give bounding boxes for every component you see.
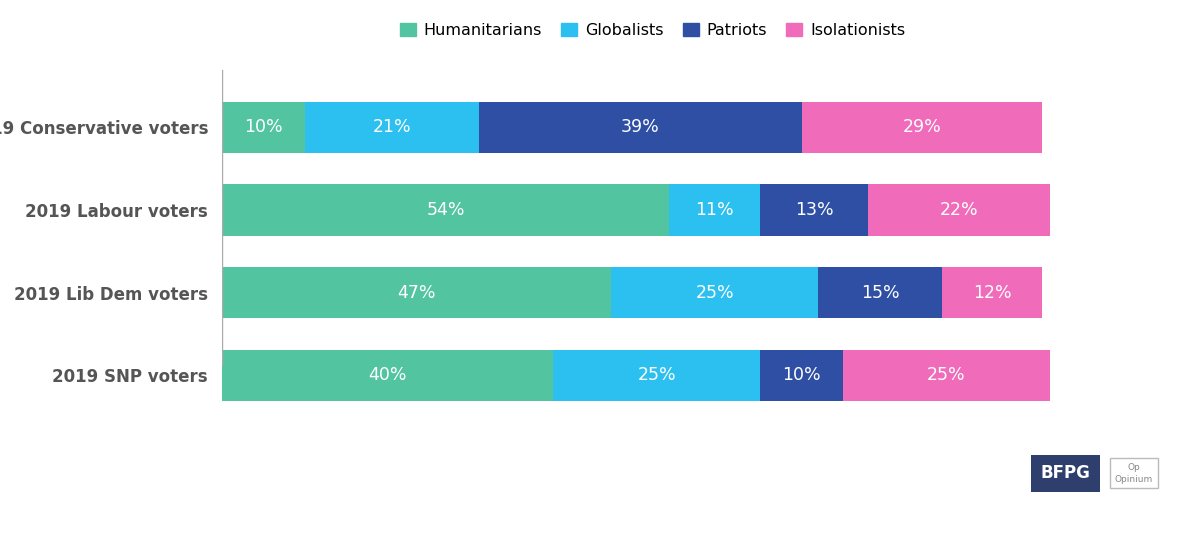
Bar (222, 102, 305, 153)
Text: 10%: 10% (782, 366, 821, 385)
Text: 21%: 21% (372, 118, 412, 136)
Text: 15%: 15% (860, 284, 900, 302)
Bar (479, 102, 802, 153)
Bar (761, 350, 842, 401)
Text: 10%: 10% (244, 118, 283, 136)
Text: 13%: 13% (794, 201, 833, 219)
Bar (222, 267, 611, 318)
Bar (761, 185, 868, 236)
Text: 39%: 39% (620, 118, 660, 136)
Text: 11%: 11% (695, 201, 734, 219)
Bar (670, 185, 761, 236)
Text: 25%: 25% (637, 366, 676, 385)
Text: 12%: 12% (973, 284, 1012, 302)
Text: 22%: 22% (940, 201, 978, 219)
Text: BFPG: BFPG (1040, 464, 1091, 483)
Bar (553, 350, 761, 401)
Text: 54%: 54% (426, 201, 464, 219)
Bar (611, 267, 818, 318)
Text: Op
Opinium: Op Opinium (1115, 463, 1153, 484)
Legend: Humanitarians, Globalists, Patriots, Isolationists: Humanitarians, Globalists, Patriots, Iso… (400, 23, 906, 38)
Bar (305, 102, 479, 153)
Text: 25%: 25% (695, 284, 734, 302)
Text: 25%: 25% (928, 366, 966, 385)
Bar (868, 185, 1050, 236)
Bar (222, 350, 553, 401)
Bar (222, 185, 670, 236)
Bar (942, 267, 1042, 318)
Text: 47%: 47% (397, 284, 436, 302)
Bar (802, 102, 1042, 153)
Text: 40%: 40% (368, 366, 407, 385)
Bar (842, 350, 1050, 401)
Text: 29%: 29% (902, 118, 941, 136)
Bar (818, 267, 942, 318)
